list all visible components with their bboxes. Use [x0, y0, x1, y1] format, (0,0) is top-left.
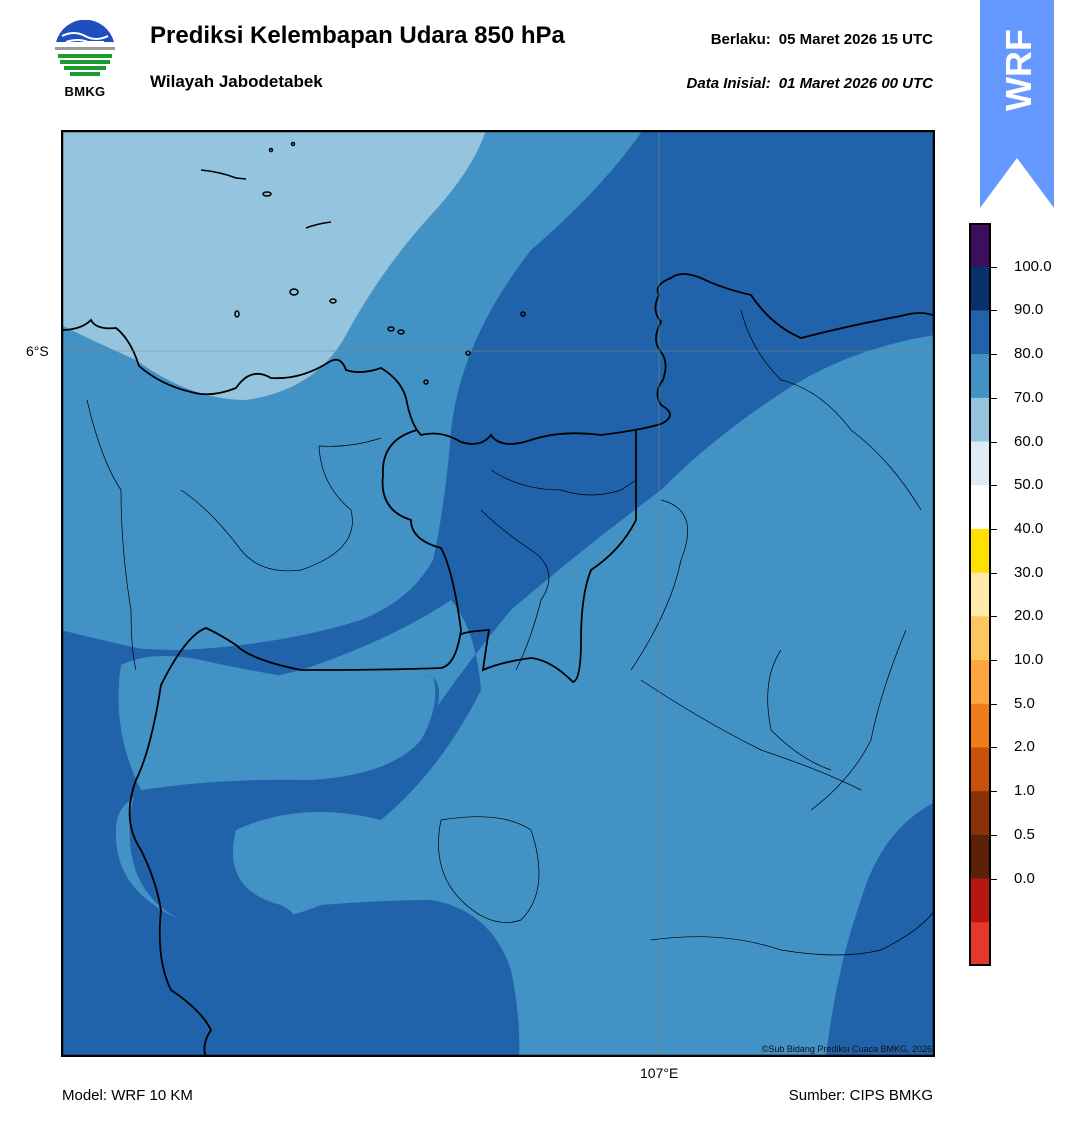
colorbar-segment [969, 703, 991, 748]
province-boundaries [128, 429, 637, 1057]
colorbar-tick-mark [991, 528, 997, 530]
region-60-70 [61, 130, 486, 400]
model-label: Model: WRF 10 KM [62, 1087, 193, 1104]
region-80-90-north [61, 130, 935, 939]
colorbar-tick-label: 50.0 [1014, 476, 1044, 494]
colorbar-segment [969, 528, 991, 574]
colorbar [969, 223, 991, 966]
region-80-90-southeast [826, 802, 935, 1057]
colorbar-tick-mark [991, 834, 997, 836]
source-label: Sumber: CIPS BMKG [788, 1087, 933, 1104]
map-frame [61, 130, 935, 1057]
colorbar-tick-mark [991, 310, 997, 312]
colorbar-tick-label: 5.0 [1014, 694, 1035, 712]
valid-label: Berlaku: [710, 31, 771, 48]
colorbar-tick-label: 2.0 [1014, 738, 1035, 756]
colorbar-segment [969, 572, 991, 617]
colorbar-segment [969, 223, 991, 268]
colorbar-tick-mark [991, 878, 997, 880]
colorbar-tick-mark [991, 791, 997, 793]
wrf-badge-label: WRF [998, 29, 1039, 111]
map-subtitle: Wilayah Jabodetabek [150, 72, 323, 91]
colorbar-tick-label: 100.0 [1014, 257, 1052, 275]
colorbar-tick-label: 40.0 [1014, 519, 1044, 537]
islands [200, 141, 526, 385]
regency-boundaries [86, 309, 935, 956]
colorbar-segment [969, 660, 991, 705]
colorbar-tick-mark [991, 572, 997, 574]
init-value: 01 Maret 2026 00 UTC [778, 75, 933, 92]
colorbar-tick-label: 10.0 [1014, 651, 1044, 669]
colorbar-segment [969, 747, 991, 792]
colorbar-tick-label: 0.0 [1014, 869, 1035, 887]
lon-label: 107°E [640, 1065, 679, 1081]
colorbar-tick-mark [991, 747, 997, 749]
colorbar-tick-mark [991, 266, 997, 268]
colorbar-segment [969, 616, 991, 661]
colorbar-segment [969, 310, 991, 355]
colorbar-tick-mark [991, 397, 997, 399]
colorbar-tick-label: 20.0 [1014, 607, 1044, 625]
colorbar-tick-mark [991, 354, 997, 356]
init-time: Data Inisial: 01 Maret 2026 00 UTC [687, 75, 933, 92]
bmkg-logo: BMKG [52, 20, 118, 102]
wrf-badge [980, 0, 1054, 210]
colorbar-tick-label: 90.0 [1014, 301, 1044, 319]
colorbar-tick-mark [991, 703, 997, 705]
colorbar-segment [969, 791, 991, 836]
colorbar-tick-mark [991, 660, 997, 662]
colorbar-tick-label: 0.5 [1014, 825, 1035, 843]
valid-value: 05 Maret 2026 15 UTC [778, 31, 933, 48]
valid-time: Berlaku: 05 Maret 2026 15 UTC [711, 31, 933, 48]
copyright-note: ©Sub Bidang Prediksi Cuaca BMKG, 2026 [761, 1044, 932, 1054]
colorbar-segment [969, 485, 991, 530]
colorbar-tick-label: 1.0 [1014, 782, 1035, 800]
colorbar-tick-label: 70.0 [1014, 388, 1044, 406]
colorbar-tick-mark [991, 441, 997, 443]
humidity-map [61, 130, 935, 1057]
colorbar-segment [969, 922, 991, 966]
colorbar-tick-label: 30.0 [1014, 563, 1044, 581]
colorbar-tick-label: 80.0 [1014, 345, 1044, 363]
init-label: Data Inisial: [686, 75, 771, 92]
colorbar-segment [969, 878, 991, 923]
lat-label: 6°S [26, 343, 49, 359]
colorbar-segment [969, 354, 991, 399]
map-title: Prediksi Kelembapan Udara 850 hPa [150, 22, 565, 49]
colorbar-segment [969, 834, 991, 880]
coastline [61, 273, 935, 445]
region-70-80-southwest-blob [118, 656, 436, 790]
colorbar-segment [969, 266, 991, 311]
colorbar-tick-label: 60.0 [1014, 432, 1044, 450]
bmkg-logo-icon [55, 20, 115, 81]
colorbar-segment [969, 397, 991, 443]
colorbar-tick-mark [991, 485, 997, 487]
colorbar-tick-mark [991, 616, 997, 618]
colorbar-frame [969, 223, 991, 966]
logo-text: BMKG [64, 84, 106, 99]
colorbar-segment [969, 441, 991, 486]
